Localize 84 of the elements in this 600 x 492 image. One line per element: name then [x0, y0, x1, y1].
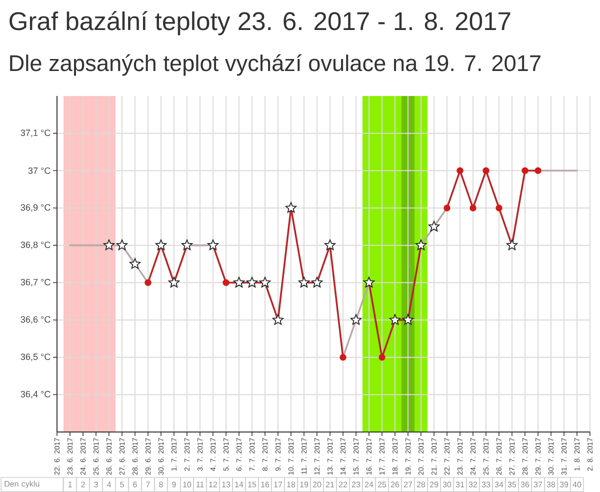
- x2-tick-label: 20: [312, 482, 322, 488]
- point: [129, 258, 141, 269]
- x2-tick-label: 23: [352, 482, 360, 488]
- point: [103, 239, 115, 250]
- x2-tick-label: 37: [534, 482, 542, 488]
- y-tick-label: 36,8 °C: [20, 242, 50, 250]
- point: [534, 167, 542, 174]
- x2-tick-label: 9: [172, 482, 176, 488]
- point: [181, 239, 193, 250]
- x2-tick-label: 26: [390, 482, 400, 488]
- point: [402, 314, 414, 325]
- x2-tick-label: 35: [508, 482, 516, 488]
- x2-tick-label: 31: [456, 482, 464, 488]
- x2-tick-label: 38: [546, 482, 556, 488]
- point: [350, 314, 362, 325]
- point: [482, 167, 490, 174]
- x2-tick-label: 25: [378, 482, 386, 488]
- point: [285, 202, 297, 213]
- x2-tick-label: 39: [560, 482, 568, 488]
- point: [470, 204, 476, 212]
- chart-subtitle: Dle zapsaných teplot vychází ovulace na 19. 7. 2017: [10, 54, 540, 76]
- x2-tick-label: 24: [364, 482, 374, 488]
- y-tick-label: 37 °C: [28, 167, 50, 174]
- y-tick-label: 36,4 °C: [20, 390, 50, 398]
- x2-tick-label: 5: [120, 482, 124, 488]
- point: [496, 204, 502, 212]
- point: [428, 220, 440, 232]
- x2-tick-label: 17: [274, 482, 282, 488]
- x2-tick-label: 33: [482, 482, 490, 488]
- point: [144, 279, 152, 286]
- point: [233, 276, 245, 288]
- x2-tick-label: 6: [133, 482, 137, 488]
- point: [522, 167, 528, 174]
- x2-tick-label: 34: [494, 482, 504, 488]
- y-tick-label: 36,7 °C: [20, 278, 50, 286]
- point: [222, 279, 230, 286]
- x2-tick-label: 21: [326, 482, 334, 488]
- point: [340, 354, 346, 361]
- point: [378, 354, 386, 361]
- x2-tick-label: 40: [572, 482, 582, 488]
- x2-tick-label: 10: [183, 482, 192, 488]
- x2-tick-label: 30: [442, 482, 452, 488]
- point: [246, 276, 258, 288]
- point: [456, 167, 464, 174]
- x2-tick-label: 13: [222, 482, 230, 488]
- x2-tick-label: 28: [416, 482, 426, 488]
- x2-axis-title: Den cyklu: [4, 480, 40, 488]
- point: [324, 239, 336, 250]
- x2-tick-label: 12: [209, 482, 218, 488]
- point: [168, 276, 180, 288]
- x2-tick-label: 4: [106, 482, 112, 488]
- x2-tick-label: 3: [94, 482, 98, 488]
- point: [155, 239, 167, 250]
- x2-tick-label: 1: [68, 482, 72, 488]
- point: [207, 239, 219, 250]
- x2-tick-label: 7: [146, 482, 150, 488]
- y-tick-label: 36,6 °C: [20, 316, 50, 324]
- x2-tick-label: 36: [520, 482, 530, 488]
- y-tick-label: 37,1 °C: [20, 130, 50, 138]
- x2-tick-label: 11: [196, 482, 204, 488]
- point: [272, 314, 284, 325]
- y-tick-label: 36,9 °C: [20, 204, 50, 212]
- x2-tick-label: 18: [287, 482, 296, 488]
- x2-tick-label: 27: [404, 482, 412, 488]
- x2-tick-label: 22: [338, 482, 348, 488]
- point: [415, 239, 427, 250]
- x2-tick-label: 14: [235, 482, 244, 488]
- point: [506, 239, 518, 250]
- point: [298, 276, 310, 288]
- y-tick-label: 36,5 °C: [20, 354, 50, 362]
- x2-tick-label: 19: [300, 482, 308, 488]
- point: [311, 276, 323, 288]
- point: [444, 204, 450, 212]
- x2-tick-label: 15: [248, 482, 256, 488]
- point: [389, 314, 401, 325]
- point: [363, 276, 375, 288]
- x2-tick-label: 2: [81, 482, 85, 488]
- x2-tick-label: 29: [430, 482, 438, 488]
- x2-tick-label: 32: [468, 482, 478, 488]
- point: [259, 276, 271, 288]
- x2-tick-label: 16: [261, 482, 270, 488]
- point: [116, 239, 128, 250]
- x2-tick-label: 8: [159, 482, 163, 488]
- chart-title: Graf bazální teploty 23. 6. 2017 - 1. 8. 2017: [10, 11, 510, 36]
